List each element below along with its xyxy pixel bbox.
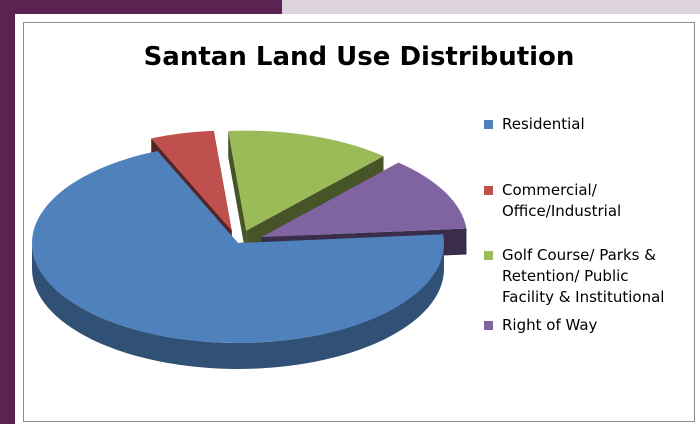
legend-swatch-residential bbox=[484, 120, 493, 129]
legend-swatch-right-of-way bbox=[484, 321, 493, 330]
legend-swatch-golf-course bbox=[484, 251, 493, 260]
legend-label-commercial: Commercial/ Office/Industrial bbox=[502, 181, 622, 220]
top-border-dark bbox=[0, 0, 282, 14]
pie-slice-residential-side bbox=[32, 243, 444, 369]
pie-slice-right-of-way-top bbox=[261, 162, 467, 238]
pie-slice-residential-top bbox=[32, 150, 445, 343]
pie-slice-residential bbox=[32, 150, 445, 369]
legend-swatch-commercial bbox=[484, 186, 493, 195]
left-border bbox=[0, 14, 15, 424]
pie-slice-commercial-top bbox=[151, 130, 232, 231]
pie-slice-golf-course-top bbox=[228, 130, 384, 231]
legend-label-golf-course: Golf Course/ Parks & Retention/ Public F… bbox=[502, 246, 665, 306]
pie-slice-golf-course-wall-0 bbox=[228, 131, 247, 257]
chart-title: Santan Land Use Distribution bbox=[143, 42, 575, 72]
top-border-light bbox=[282, 0, 700, 14]
legend-label-residential: Residential bbox=[502, 115, 585, 133]
legend-label-right-of-way: Right of Way bbox=[502, 316, 598, 334]
